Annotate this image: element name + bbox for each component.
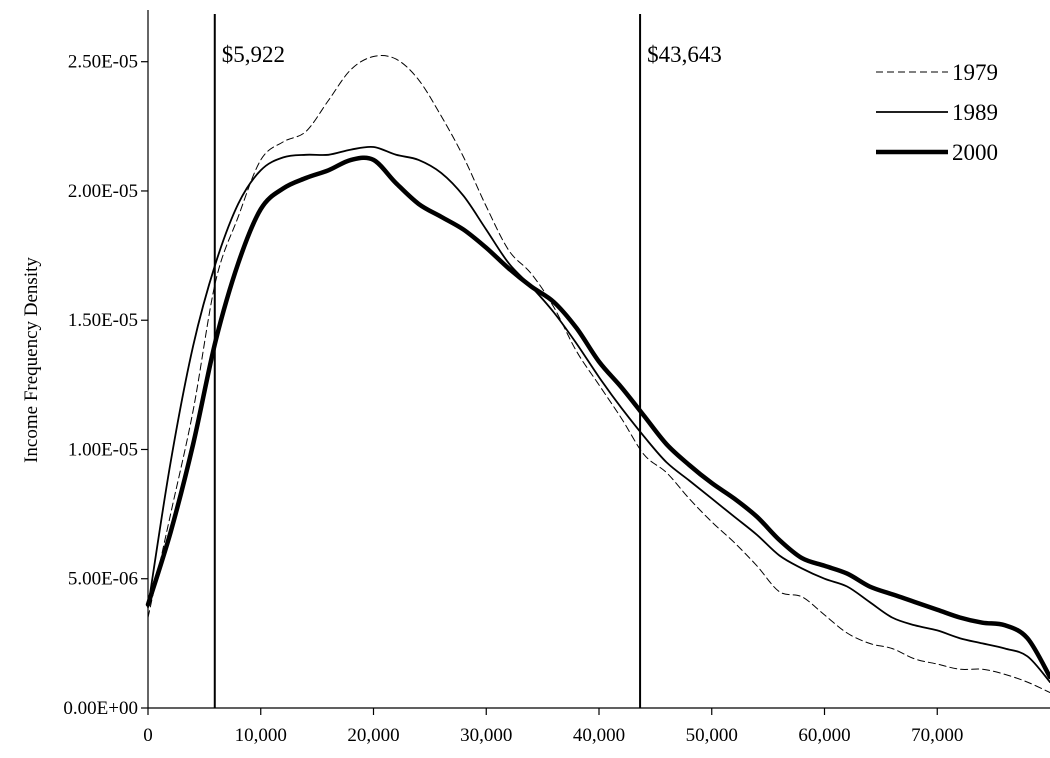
legend: 1979 1989 2000 [876, 60, 998, 165]
x-tick-label: 10,000 [235, 725, 287, 746]
threshold-label: $43,643 [647, 42, 722, 67]
legend-label: 1979 [952, 60, 998, 85]
y-tick-label: 1.00E-05 [68, 439, 138, 460]
threshold-label: $5,922 [222, 42, 285, 67]
x-ticks: 0 10,000 20,000 30,000 40,000 50,000 60,000 70,… [143, 708, 963, 746]
y-tick-label: 0.00E+00 [63, 698, 138, 719]
y-tick-label: 2.50E-05 [68, 52, 138, 73]
legend-label: 2000 [952, 140, 998, 165]
legend-label: 1989 [952, 100, 998, 125]
y-ticks: 0.00E+00 5.00E-06 1.00E-05 1.50E-05 2.00E-05… [63, 52, 148, 719]
series-line-1979 [147, 55, 1050, 693]
x-tick-label: 70,000 [911, 725, 963, 746]
x-tick-label: 60,000 [798, 725, 850, 746]
y-axis-title: Income Frequency Density [21, 257, 42, 463]
x-tick-label: 20,000 [347, 725, 399, 746]
series-line-1989 [147, 145, 1050, 683]
y-tick-label: 2.00E-05 [68, 181, 138, 202]
x-tick-label: 40,000 [573, 725, 625, 746]
y-tick-label: 1.50E-05 [68, 310, 138, 331]
x-tick-label: 30,000 [460, 725, 512, 746]
y-tick-label: 5.00E-06 [68, 569, 138, 590]
series-line-2000 [145, 155, 1050, 680]
series-lines [145, 55, 1050, 693]
x-tick-label: 0 [143, 725, 153, 746]
x-tick-label: 50,000 [686, 725, 738, 746]
annotations: $5,922 $43,643 [213, 14, 722, 708]
